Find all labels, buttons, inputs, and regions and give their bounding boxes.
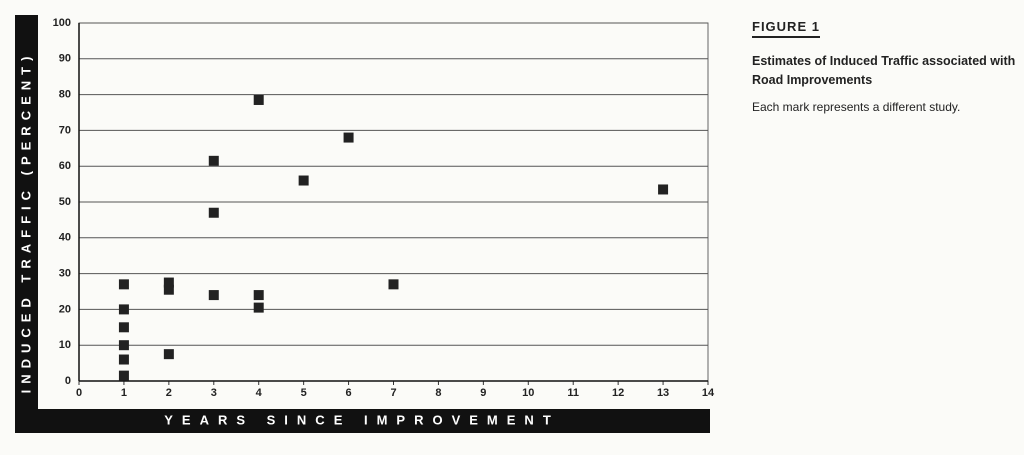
x-tick-label: 9 — [480, 387, 486, 399]
x-tick-label: 2 — [166, 387, 172, 399]
y-tick-label: 0 — [65, 375, 71, 387]
y-tick-label: 50 — [59, 196, 71, 208]
point — [208, 290, 219, 301]
point — [118, 354, 129, 365]
point — [298, 175, 309, 186]
point — [118, 304, 129, 315]
y-label-bar — [15, 15, 38, 433]
y-axis-label: INDUCED TRAFFIC (PERCENT) — [18, 51, 33, 394]
chart-title: Estimates of Induced Traffic associated … — [752, 54, 1016, 87]
x-tick-label: 0 — [76, 387, 82, 399]
point — [118, 279, 129, 290]
x-tick-label: 5 — [301, 387, 307, 399]
y-tick-label: 80 — [59, 89, 71, 101]
point — [208, 155, 219, 166]
x-axis-label: YEARS SINCE IMPROVEMENT — [164, 412, 560, 427]
x-tick-label: 3 — [211, 387, 217, 399]
point — [388, 279, 399, 290]
point — [118, 322, 129, 333]
point — [208, 207, 219, 218]
figure-label: FIGURE 1 — [752, 19, 820, 38]
y-tick-label: 20 — [59, 303, 71, 315]
point — [163, 349, 174, 360]
point — [118, 370, 129, 381]
point — [658, 184, 669, 195]
x-tick-label: 7 — [390, 387, 396, 399]
x-tick-label: 12 — [612, 387, 624, 399]
x-tick-label: 10 — [522, 387, 534, 399]
x-tick-label: 1 — [121, 387, 127, 399]
y-tick-label: 30 — [59, 268, 71, 280]
point — [343, 132, 354, 143]
chart: INDUCED TRAFFIC (PERCENT) YEARS SINCE IM… — [15, 15, 715, 433]
y-tick-label: 90 — [59, 53, 71, 65]
x-tick-label: 13 — [657, 387, 669, 399]
x-tick-label: 11 — [567, 387, 579, 399]
y-tick-label: 70 — [59, 124, 71, 136]
point — [163, 284, 174, 295]
x-tick-label: 14 — [702, 387, 715, 399]
point — [253, 94, 264, 105]
point — [118, 340, 129, 351]
y-tick-label: 60 — [59, 160, 71, 172]
y-tick-label: 10 — [59, 339, 71, 351]
point — [163, 277, 174, 288]
y-tick-label: 100 — [53, 17, 71, 29]
point — [253, 302, 264, 313]
y-tick-label: 40 — [59, 232, 71, 244]
caption: FIGURE 1 Estimates of Induced Traffic as… — [752, 18, 1017, 114]
x-tick-label: 4 — [256, 387, 263, 399]
x-tick-label: 6 — [346, 387, 352, 399]
point — [253, 290, 264, 301]
x-label-bar — [15, 409, 710, 433]
x-tick-label: 8 — [435, 387, 441, 399]
chart-subtitle: Each mark represents a different study. — [752, 100, 961, 114]
